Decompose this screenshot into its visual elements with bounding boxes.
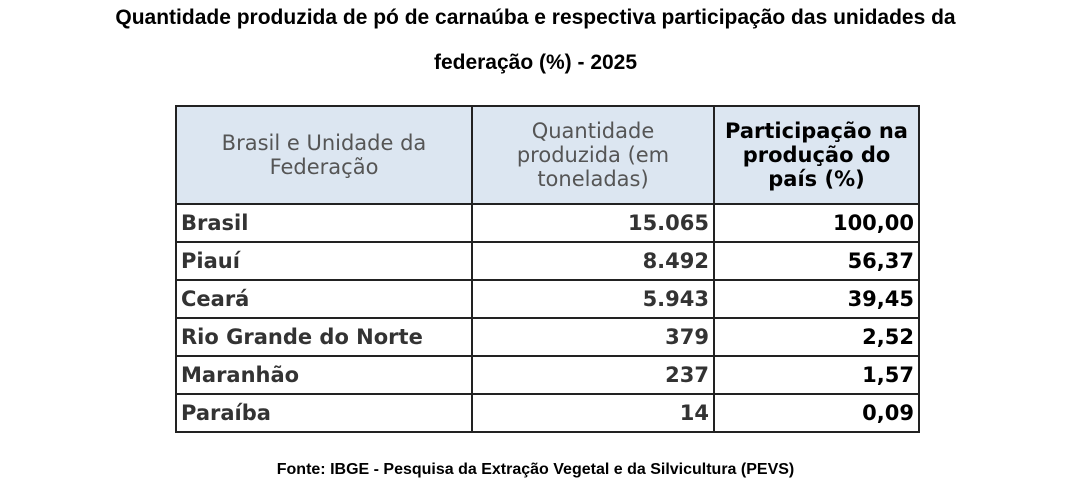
title: federação (%) - 2025	[433, 51, 638, 74]
table-cell: Rio Grande do Norte	[175, 317, 473, 357]
table-cell: Brasil	[175, 203, 473, 243]
column-header: Quantidade produzida (em toneladas)	[471, 105, 715, 205]
source: Fonte: IBGE - Pesquisa da Extração Veget…	[276, 461, 795, 478]
table-cell: 100,00	[713, 203, 920, 243]
title: Quantidade produzida de pó de carnaúba e…	[115, 6, 956, 29]
table-cell: Piauí	[175, 241, 473, 281]
column-header: Brasil e Unidade da Federação	[175, 105, 473, 205]
table-cell: 39,45	[713, 279, 920, 319]
table-row: Rio Grande do Norte 379 2,52	[175, 317, 920, 357]
table-cell: 0,09	[713, 393, 920, 433]
data-table: Brasil e Unidade da Federação Quantidade …	[175, 105, 920, 433]
table-cell: 5.943	[471, 279, 715, 319]
table-row: Maranhão 237 1,57	[175, 355, 920, 395]
table-cell: Maranhão	[175, 355, 473, 395]
table-cell: 2,52	[713, 317, 920, 357]
table-row: Brasil 15.065 100,00	[175, 203, 920, 243]
table-body: Brasil 15.065 100,00 Piauí 8.492 56,37 Ceará 5.…	[175, 203, 920, 433]
table-cell: 8.492	[471, 241, 715, 281]
table-row: Ceará 5.943 39,45	[175, 279, 920, 319]
column-header: Participação na produção do país (%)	[713, 105, 920, 205]
table-cell: Paraíba	[175, 393, 473, 433]
table-row: Piauí 8.492 56,37	[175, 241, 920, 281]
table-cell: 379	[471, 317, 715, 357]
header-row: Brasil e Unidade da Federação Quantidade …	[175, 105, 920, 205]
table-cell: 14	[471, 393, 715, 433]
table-row: Paraíba 14 0,09	[175, 393, 920, 433]
table-cell: 15.065	[471, 203, 715, 243]
table-cell: 1,57	[713, 355, 920, 395]
table-cell: 56,37	[713, 241, 920, 281]
table-cell: Ceará	[175, 279, 473, 319]
table-cell: 237	[471, 355, 715, 395]
